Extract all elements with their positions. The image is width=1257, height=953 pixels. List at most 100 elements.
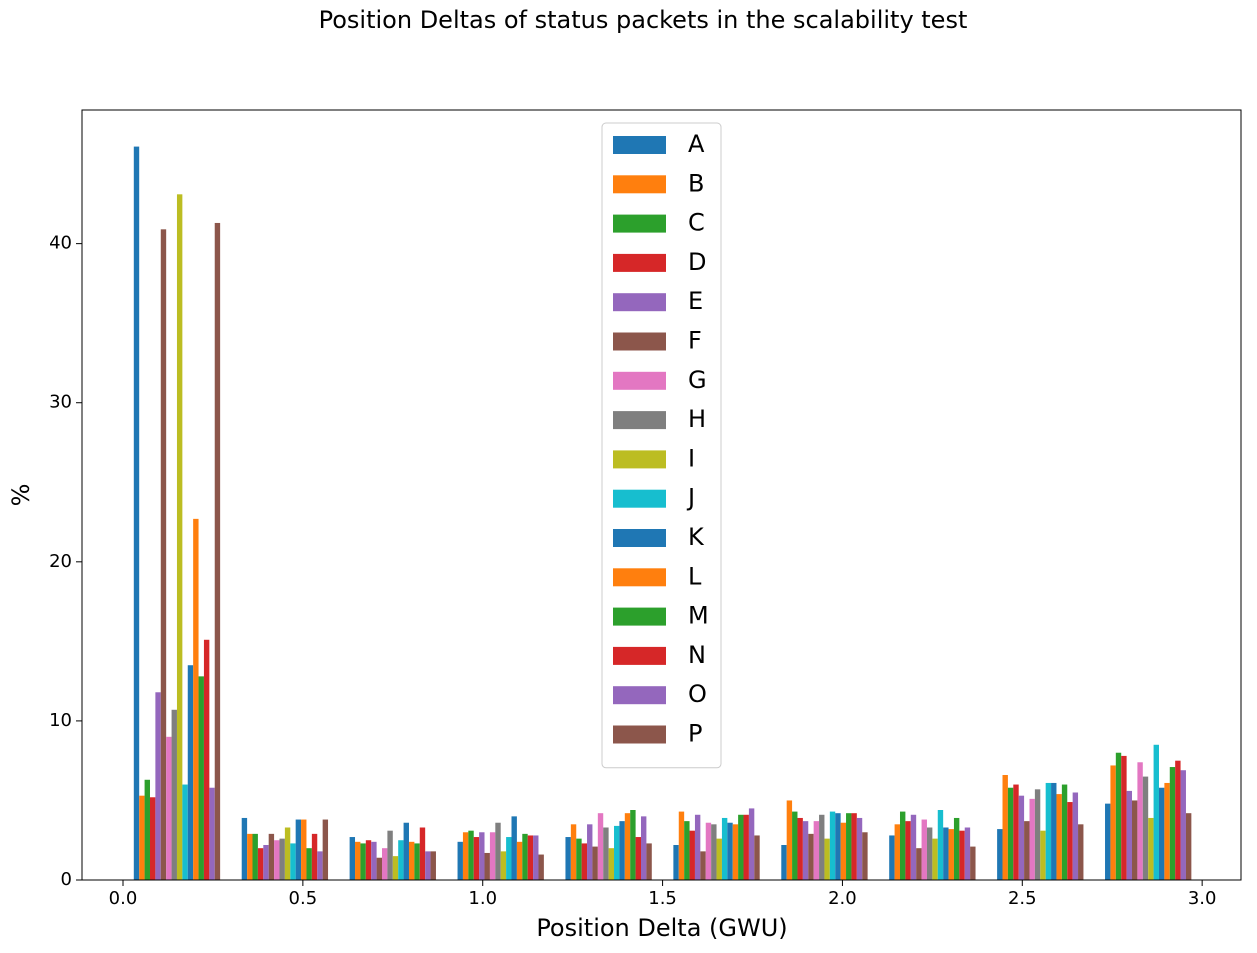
legend-swatch — [613, 411, 666, 430]
bar — [738, 814, 744, 880]
bar — [597, 813, 604, 880]
bar — [797, 817, 803, 880]
bar — [522, 833, 528, 880]
legend-swatch — [613, 568, 666, 587]
bar — [937, 810, 944, 880]
plot-frame — [81, 109, 1242, 881]
bar — [581, 843, 588, 880]
bar — [603, 827, 609, 880]
bar — [905, 821, 911, 880]
bar — [1137, 762, 1143, 880]
bar — [1153, 744, 1159, 880]
bar — [349, 837, 356, 880]
legend-swatch — [613, 214, 666, 233]
bar — [527, 835, 534, 880]
y-tick-label: 10 — [49, 710, 72, 731]
bar — [1078, 824, 1084, 880]
bar — [576, 838, 582, 880]
legend-label: E — [688, 287, 703, 315]
bar — [176, 194, 183, 880]
y-tick-label: 0 — [61, 869, 72, 890]
bar — [926, 827, 933, 880]
bar — [856, 817, 863, 880]
legend-swatch — [613, 646, 666, 665]
bar — [684, 821, 690, 880]
legend-label: B — [688, 169, 704, 197]
bar — [727, 822, 733, 880]
legend-swatch — [613, 175, 666, 194]
bar — [943, 827, 949, 880]
bar — [964, 827, 971, 880]
bar — [1002, 775, 1008, 880]
bar — [484, 852, 490, 880]
bar — [155, 692, 161, 880]
x-tick-label: 0.5 — [289, 888, 318, 909]
bar — [203, 639, 210, 880]
bar — [921, 819, 927, 880]
bar — [290, 843, 296, 880]
bar — [1051, 782, 1057, 880]
bar — [1175, 760, 1181, 880]
bar — [376, 857, 383, 880]
bar — [425, 851, 431, 880]
bar — [317, 851, 323, 880]
bar — [694, 814, 701, 880]
bar — [462, 832, 469, 880]
legend-label: I — [688, 444, 695, 472]
bar — [1164, 782, 1170, 880]
legend-label: O — [688, 680, 707, 708]
bar — [360, 843, 366, 880]
bar — [414, 843, 420, 880]
bar — [516, 841, 523, 880]
bar — [846, 813, 852, 880]
legend-swatch — [613, 136, 666, 154]
bar — [1126, 790, 1133, 880]
bar — [533, 835, 539, 880]
bar — [1132, 800, 1138, 880]
bar — [1040, 830, 1046, 880]
bar — [274, 840, 280, 880]
legend-swatch — [613, 529, 666, 547]
legend-label: K — [688, 523, 705, 551]
bar — [640, 816, 647, 880]
bar — [824, 838, 830, 880]
bar — [1013, 784, 1019, 880]
bar — [408, 841, 415, 880]
bar — [614, 825, 620, 880]
bar — [673, 845, 679, 880]
bar — [754, 835, 760, 880]
bar — [689, 830, 695, 880]
bar — [430, 851, 436, 880]
bar — [1110, 765, 1116, 880]
bar — [916, 848, 922, 880]
bar — [268, 833, 275, 880]
bar — [592, 846, 598, 880]
y-tick-label: 20 — [49, 551, 72, 572]
bar — [894, 824, 900, 880]
legend-swatch — [613, 686, 666, 705]
bar — [646, 843, 652, 880]
bar — [489, 832, 496, 880]
x-tick-label: 3.0 — [1188, 888, 1217, 909]
bar — [970, 846, 976, 880]
bar — [802, 821, 809, 880]
bar — [1045, 782, 1052, 880]
legend-swatch — [613, 489, 666, 508]
bar — [473, 837, 480, 880]
bar — [1185, 813, 1192, 880]
legend-label: P — [688, 720, 702, 748]
bar — [721, 817, 728, 880]
bar — [209, 787, 215, 880]
bar — [301, 819, 307, 880]
bar — [1158, 787, 1165, 880]
bar — [1148, 817, 1154, 880]
bar — [511, 816, 517, 880]
bar — [355, 841, 361, 880]
bar — [608, 848, 615, 880]
bar — [953, 817, 960, 880]
bar — [506, 837, 512, 880]
bar — [829, 811, 836, 880]
bar — [781, 845, 787, 880]
bar — [144, 779, 150, 880]
bar — [387, 830, 393, 880]
